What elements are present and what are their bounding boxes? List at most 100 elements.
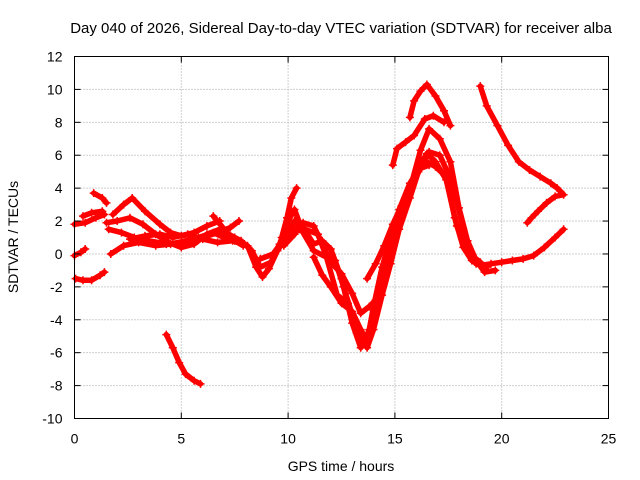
data-point-marker xyxy=(190,376,199,385)
data-point-marker xyxy=(378,282,387,291)
data-point-marker xyxy=(401,138,410,147)
data-point-marker xyxy=(559,225,568,234)
data-point-marker xyxy=(166,240,175,249)
data-point-marker xyxy=(440,106,448,115)
data-point-marker xyxy=(141,207,149,216)
data-point-marker xyxy=(301,225,310,234)
y-tick-label: -2 xyxy=(50,279,63,295)
data-point-marker xyxy=(202,222,211,230)
data-point-marker xyxy=(472,256,481,265)
data-point-marker xyxy=(326,245,335,253)
data-point-marker xyxy=(91,213,100,222)
data-point-marker xyxy=(337,269,346,278)
data-point-marker xyxy=(525,166,534,174)
data-point-marker xyxy=(155,220,164,229)
data-point-marker xyxy=(213,238,222,247)
data-point-marker xyxy=(247,246,256,255)
data-point-marker xyxy=(455,203,463,212)
y-axis-label: SDTVAR / TECUs xyxy=(5,181,21,293)
y-tick-label: -6 xyxy=(50,345,63,361)
y-tick-label: 10 xyxy=(47,81,63,97)
data-point-marker xyxy=(371,296,380,304)
data-point-marker xyxy=(559,190,568,199)
data-point-marker xyxy=(98,194,107,202)
y-tick-label: 12 xyxy=(47,49,63,65)
data-point-marker xyxy=(81,218,90,227)
data-point-marker xyxy=(119,200,128,209)
data-point-marker xyxy=(386,248,395,257)
y-tick-label: 2 xyxy=(55,213,63,229)
data-point-marker xyxy=(290,217,299,225)
data-point-marker xyxy=(356,309,365,318)
data-point-marker xyxy=(318,271,327,280)
data-point-marker xyxy=(363,274,372,283)
data-point-marker xyxy=(397,202,406,211)
series-track-20 xyxy=(163,331,204,387)
data-point-marker xyxy=(463,236,472,245)
data-point-marker xyxy=(290,205,299,214)
data-point-marker xyxy=(128,194,137,202)
data-point-marker xyxy=(79,212,87,221)
y-tick-label: -8 xyxy=(50,378,63,394)
data-point-marker xyxy=(279,241,288,250)
series-track-15 xyxy=(278,185,300,241)
data-point-marker xyxy=(480,268,489,277)
data-point-marker xyxy=(155,230,164,239)
data-point-marker xyxy=(363,337,372,346)
data-point-marker xyxy=(256,254,265,263)
data-point-marker xyxy=(76,248,85,257)
y-tick-label: 4 xyxy=(55,180,63,196)
data-point-marker xyxy=(519,254,528,263)
x-tick-label: 25 xyxy=(601,431,617,447)
data-point-marker xyxy=(388,220,397,229)
data-point-marker xyxy=(209,212,218,221)
data-point-marker xyxy=(416,146,425,155)
data-point-marker xyxy=(491,266,500,275)
data-point-marker xyxy=(416,87,425,96)
data-point-marker xyxy=(183,230,192,239)
data-point-marker xyxy=(168,343,177,352)
data-point-marker xyxy=(504,141,513,150)
data-point-marker xyxy=(527,213,536,222)
data-point-marker xyxy=(348,307,357,316)
data-point-marker xyxy=(420,115,429,123)
axis-ticks: 0 5 10 15 20 25 -10 -8 -6 -4 -2 0 2 4 6 8 10 12 xyxy=(42,49,616,447)
series-track-19 xyxy=(477,83,567,226)
data-point-marker xyxy=(422,149,431,158)
data-point-marker xyxy=(309,253,318,262)
data-point-marker xyxy=(446,157,455,166)
data-point-marker xyxy=(365,302,374,311)
data-point-marker xyxy=(405,113,414,122)
y-tick-label: 8 xyxy=(55,114,63,130)
data-point-marker xyxy=(326,258,335,267)
data-point-marker xyxy=(151,241,160,250)
data-point-marker xyxy=(126,235,134,244)
data-point-marker xyxy=(256,263,265,272)
data-point-marker xyxy=(523,218,532,227)
data-point-marker xyxy=(553,184,562,193)
data-point-marker xyxy=(89,189,98,198)
data-point-marker xyxy=(113,217,122,225)
data-point-marker xyxy=(446,121,455,130)
data-point-marker xyxy=(356,325,365,334)
data-point-marker xyxy=(102,218,111,227)
data-point-marker xyxy=(309,222,318,230)
data-point-marker xyxy=(213,228,222,237)
data-point-marker xyxy=(162,330,171,339)
series-track-13 xyxy=(310,150,490,344)
series-track-06 xyxy=(110,195,223,239)
data-point-marker xyxy=(429,111,438,120)
x-tick-label: 20 xyxy=(494,431,510,447)
data-point-marker xyxy=(493,121,502,130)
data-point-marker xyxy=(435,151,444,160)
data-point-marker xyxy=(542,198,551,207)
data-point-marker xyxy=(290,230,299,239)
data-point-marker xyxy=(431,92,440,100)
x-tick-label: 15 xyxy=(387,431,403,447)
data-point-marker xyxy=(235,217,243,225)
data-point-marker xyxy=(540,243,549,252)
data-point-marker xyxy=(551,233,560,242)
series-track-11 xyxy=(210,162,432,348)
data-point-marker xyxy=(435,134,444,143)
